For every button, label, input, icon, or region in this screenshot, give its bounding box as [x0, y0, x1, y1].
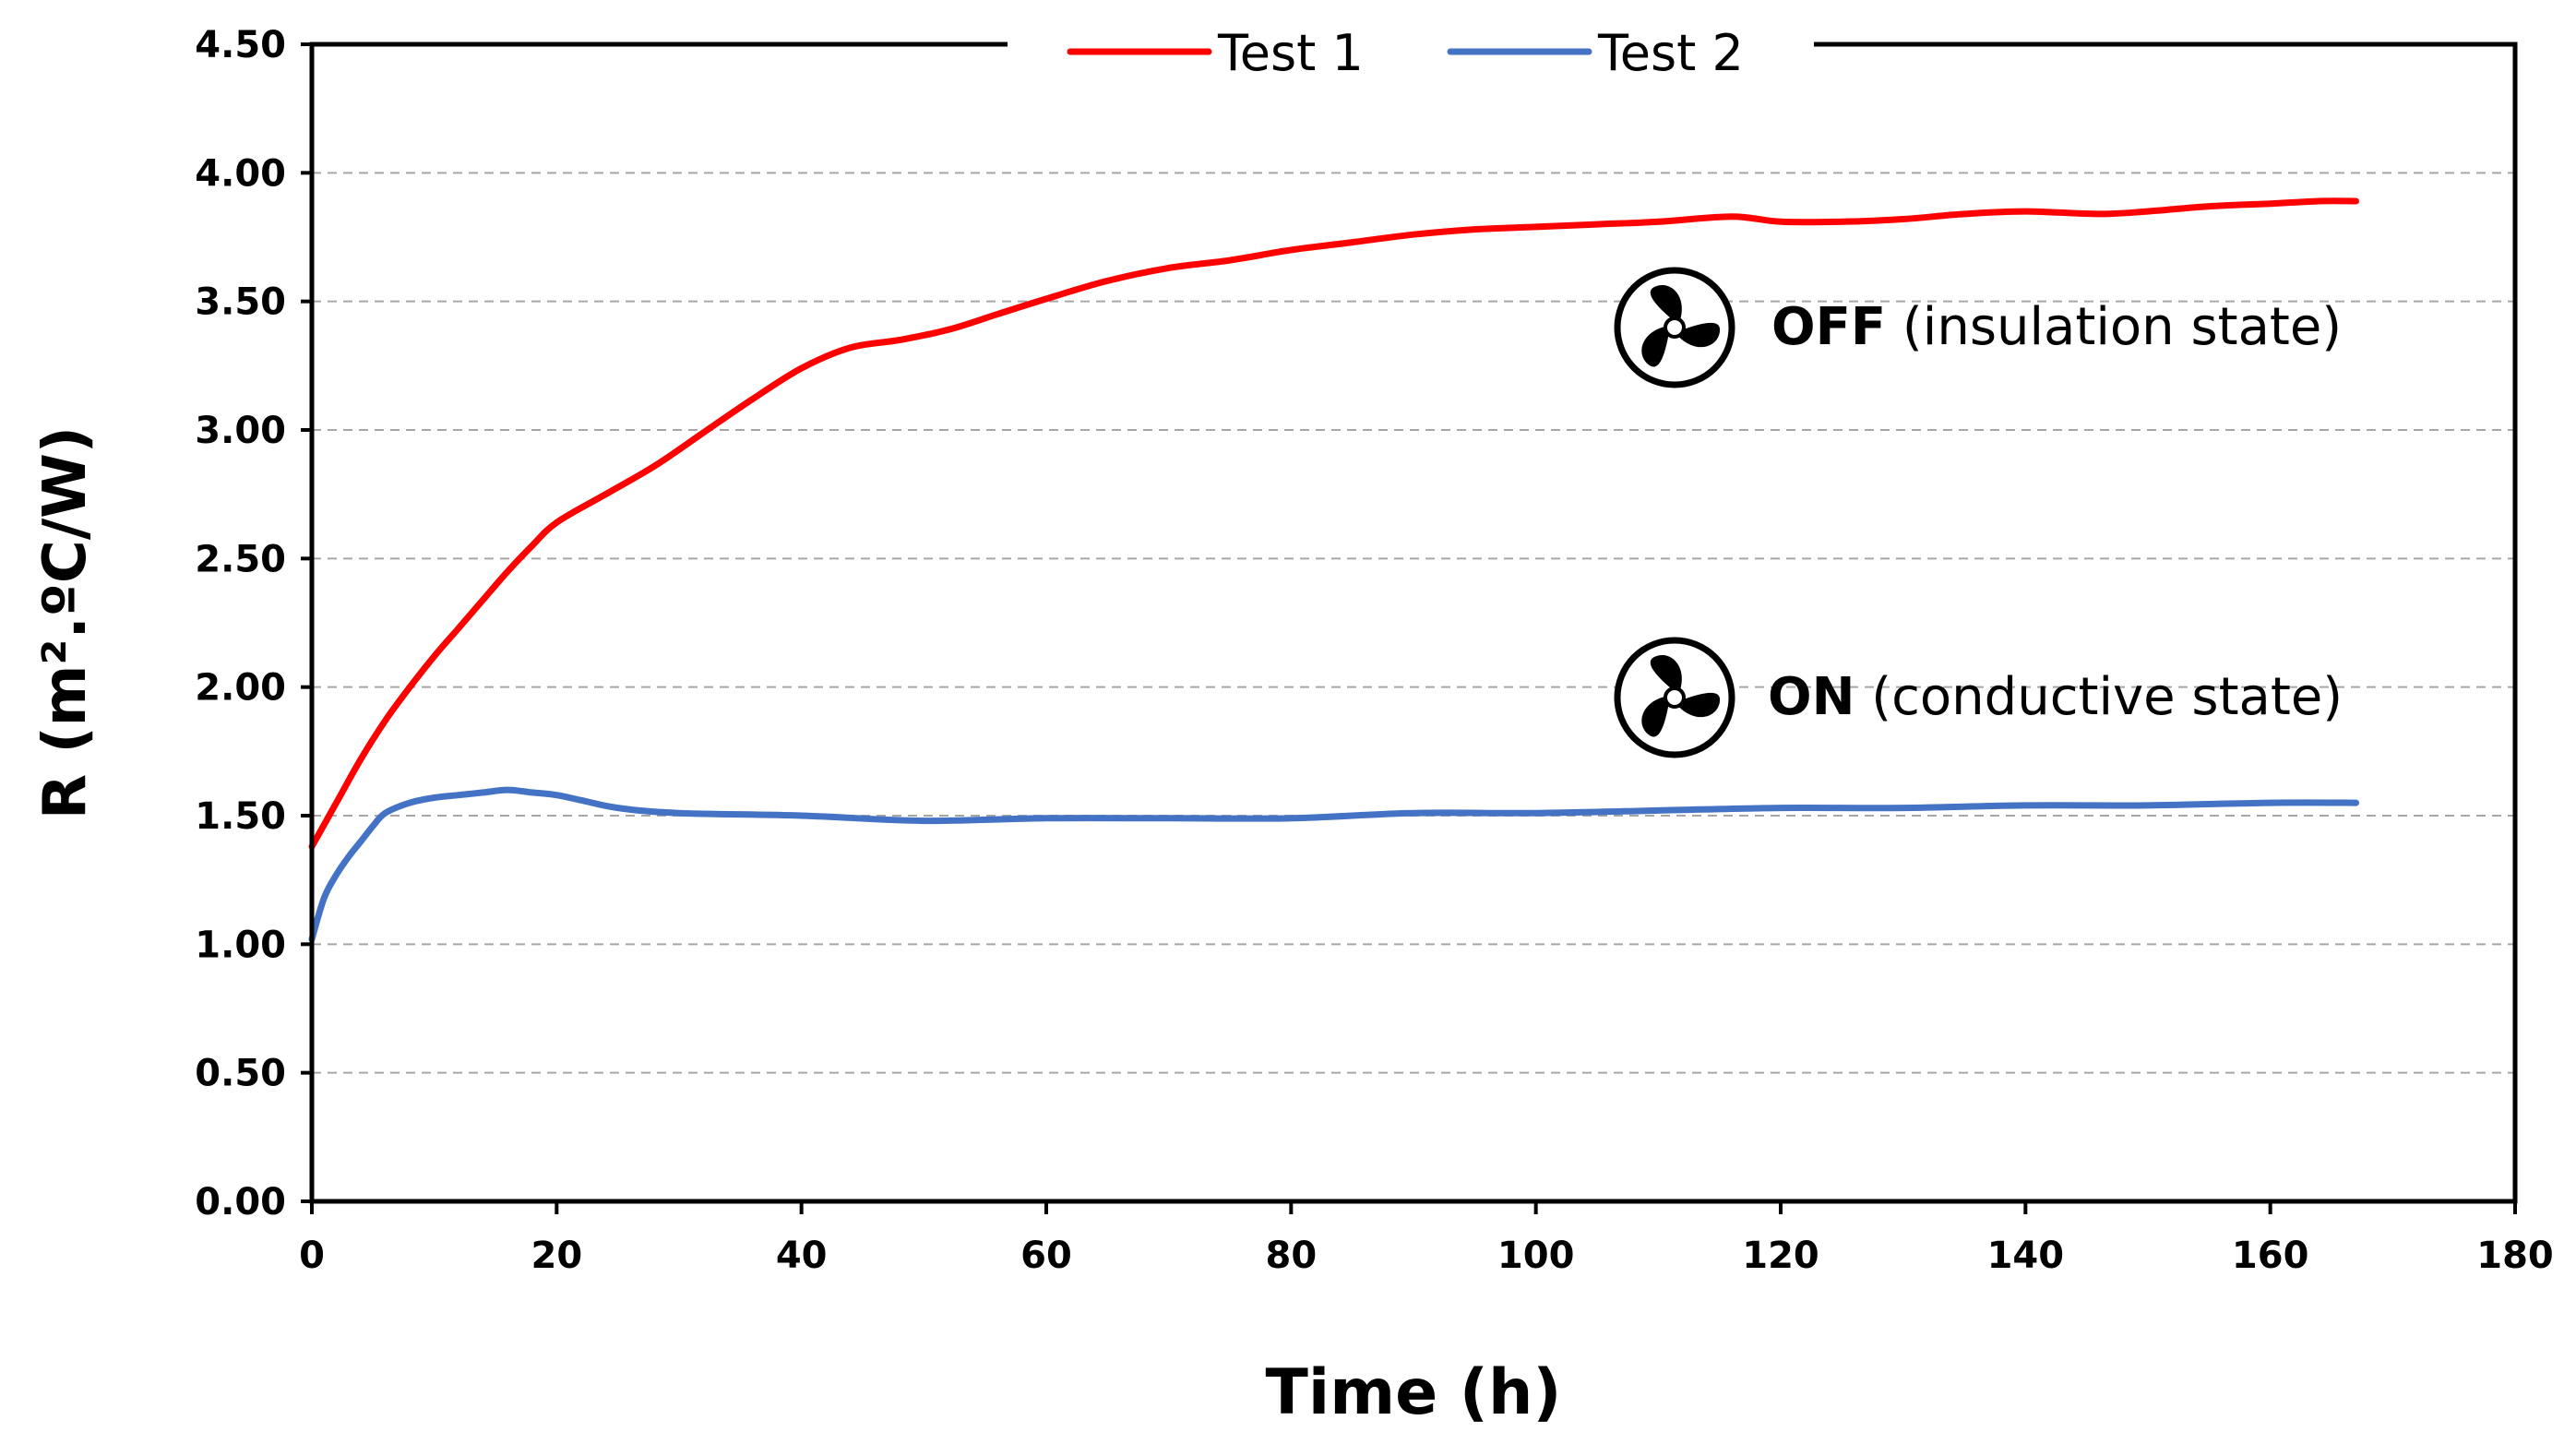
- y-tick-label: 4.00: [195, 152, 286, 195]
- legend-label: Test 2: [1597, 24, 1744, 82]
- x-tick-label: 120: [1742, 1235, 1819, 1277]
- x-tick-label: 80: [1265, 1235, 1317, 1277]
- series-line-test-1: [308, 197, 2359, 850]
- state-annotation-description: (conductive state): [1854, 667, 2343, 727]
- x-tick-label: 20: [531, 1235, 582, 1277]
- y-axis-ticks: 0.00 0.50 1.00 1.50 2.00 2.50 3.00 3.50 4.00 4.50: [195, 24, 312, 1223]
- x-tick-label: 0: [299, 1235, 325, 1277]
- annotations: OFF (insulation state) ON (conductive sta…: [1617, 270, 2343, 755]
- fan-icon: [1617, 270, 1732, 385]
- legend: Test 1 Test 2: [1067, 24, 1744, 82]
- x-tick-label: 180: [2476, 1235, 2554, 1277]
- y-axis-title: R (m².ºC/W): [31, 426, 100, 819]
- plot-area-border: [309, 42, 2518, 1204]
- state-annotation-keyword: ON: [1768, 667, 1854, 727]
- y-tick-label: 1.00: [195, 924, 286, 966]
- legend-label: Test 1: [1217, 24, 1364, 82]
- y-tick-label: 2.50: [195, 538, 286, 580]
- x-axis-title: Time (h): [1266, 1356, 1562, 1429]
- state-annotation-description: (insulation state): [1886, 297, 2342, 357]
- x-tick-label: 160: [2232, 1235, 2309, 1277]
- state-annotation: ON (conductive state): [1768, 667, 2343, 727]
- legend-background: [1008, 18, 1814, 78]
- state-annotation-keyword: OFF: [1771, 297, 1886, 357]
- fan-icon: [1617, 640, 1732, 755]
- x-tick-label: 140: [1987, 1235, 2065, 1277]
- y-tick-label: 2.00: [195, 667, 286, 710]
- series-layer: [308, 197, 2359, 943]
- y-tick-label: 3.00: [195, 410, 286, 452]
- y-tick-label: 0.00: [195, 1181, 286, 1223]
- x-axis-ticks: 0 20 40 60 80 100 120 140 160 180: [299, 1201, 2554, 1277]
- x-tick-label: 40: [776, 1235, 828, 1277]
- y-tick-label: 4.50: [195, 24, 286, 66]
- y-tick-label: 3.50: [195, 281, 286, 324]
- x-tick-label: 60: [1020, 1235, 1072, 1277]
- series-line-test-2: [308, 786, 2359, 943]
- x-tick-label: 100: [1497, 1235, 1575, 1277]
- y-tick-label: 1.50: [195, 795, 286, 838]
- state-annotation: OFF (insulation state): [1771, 297, 2342, 357]
- y-tick-label: 0.50: [195, 1053, 286, 1095]
